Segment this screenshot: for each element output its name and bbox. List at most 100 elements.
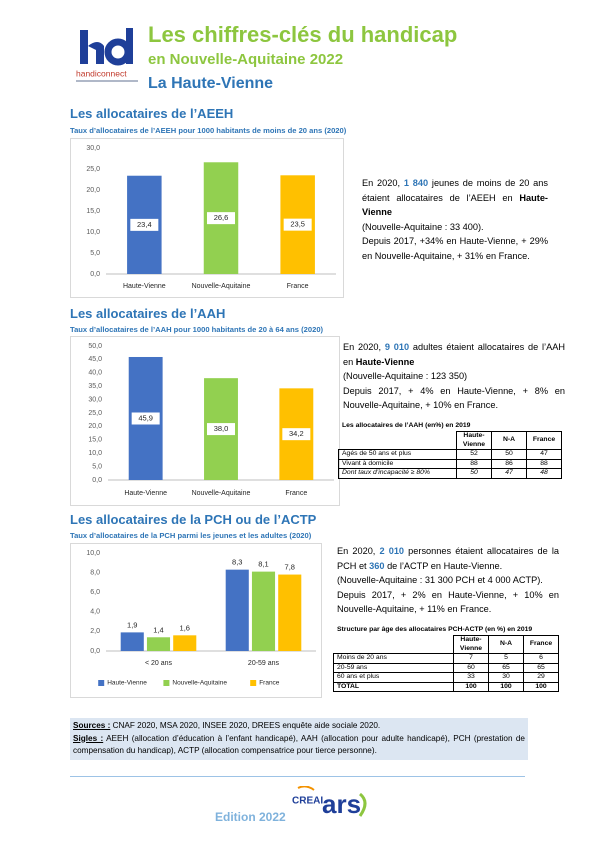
value-label: 34,2 <box>289 429 304 438</box>
table-cell: 100 <box>523 681 559 692</box>
table-cell: 48 <box>526 468 562 479</box>
legend-label: Haute-Vienne <box>107 680 147 687</box>
logo-ars: ars <box>322 789 361 819</box>
chart: 0,0 5,0 10,0 15,0 20,0 25,0 30,0 35,0 40,0 45,0 50… <box>70 336 340 506</box>
y-tick-label: 8,0 <box>90 569 100 576</box>
table-row: 60 ans et plus 33 30 29 <box>333 672 559 683</box>
column-header: Haute-Vienne <box>456 431 492 450</box>
y-tick-label: 4,0 <box>90 609 100 616</box>
column-header: N-A <box>488 635 524 654</box>
y-tick-label: 2,0 <box>90 628 100 635</box>
table-cell: 47 <box>491 468 527 479</box>
text: de l’ACTP en Haute-Vienne. <box>384 560 503 571</box>
page-subtitle: en Nouvelle-Aquitaine 2022 <box>148 51 344 68</box>
chart-title: Taux d’allocataires de la PCH parmi les … <box>70 531 312 540</box>
value-label-box <box>207 423 235 436</box>
table-header-row: Haute-Vienne N-A France <box>334 635 559 654</box>
row-label: Vivant à domicile <box>338 458 457 469</box>
figure: 9 010 <box>384 342 410 352</box>
logo-shape <box>358 792 367 817</box>
table-cell: 88 <box>526 458 562 469</box>
y-tick-label: 5,0 <box>92 463 102 470</box>
bar <box>120 632 144 651</box>
paragraph: En 2020, 2 010 personnes étaient allocat… <box>337 544 559 617</box>
column-header: N-A <box>491 431 527 450</box>
x-tick-label: 20-59 ans <box>248 660 280 667</box>
legend-label: France <box>259 680 280 687</box>
territory: La Haute-Vienne <box>148 75 274 92</box>
row-label: 60 ans et plus <box>333 672 454 683</box>
separator <box>70 776 525 777</box>
x-tick-label: France <box>287 283 309 290</box>
table-row: Moins de 20 ans 7 5 6 <box>333 653 559 664</box>
chart: 0,0 2,0 4,0 6,0 8,0 10,0 < 20 ans 20-59 ans 1,9 8… <box>70 543 322 698</box>
table-cell: 100 <box>453 681 489 692</box>
text: Depuis 2017, + 4% en Haute-Vienne, + 8% … <box>343 385 565 411</box>
section-heading: Les allocataires de la PCH ou de l’ACTP <box>70 512 317 527</box>
column-header: France <box>526 431 562 450</box>
x-tick-label: Haute-Vienne <box>123 283 166 290</box>
y-tick-label: 40,0 <box>88 370 102 377</box>
footer-notes: Sources : CNAF 2020, MSA 2020, INSEE 202… <box>70 718 528 760</box>
text: En 2020, <box>343 342 385 352</box>
value-label: 45,9 <box>138 413 153 422</box>
text: personnes étaient allocataires de la PCH… <box>337 546 559 571</box>
y-tick-label: 25,0 <box>88 410 102 417</box>
y-tick-label: 5,0 <box>90 250 100 257</box>
section-heading: Les allocataires de l’AAH <box>70 306 226 321</box>
text: Depuis 2017, + 2% en Haute-Vienne, + 10%… <box>337 589 559 615</box>
legend-swatch <box>98 680 105 686</box>
table-cell: 52 <box>456 449 492 460</box>
edition: Edition 2022 <box>215 810 286 824</box>
value-label: 1,4 <box>153 625 163 634</box>
table-row: 20-59 ans 60 65 65 <box>333 662 559 673</box>
logo-shape <box>104 38 132 66</box>
bar <box>173 635 197 651</box>
y-tick-label: 0,0 <box>90 648 100 655</box>
value-label: 23,5 <box>290 220 305 229</box>
x-tick-label: Nouvelle-Aquitaine <box>192 283 251 290</box>
label: Sigles : <box>73 733 104 743</box>
logo-creai: CREAI <box>292 796 323 807</box>
y-tick-label: 15,0 <box>88 437 102 444</box>
value-label-box <box>283 218 312 231</box>
bar <box>278 574 302 651</box>
table-cell: 6 <box>523 653 559 664</box>
paragraph: En 2020, 1 840 jeunes de moins de 20 ans… <box>362 176 548 263</box>
logos: CREAI ars <box>292 786 367 819</box>
legend-label: Nouvelle-Aquitaine <box>172 680 227 687</box>
text: Depuis 2017, +34% en Haute-Vienne, + 29%… <box>362 236 548 261</box>
label: Sources : <box>73 721 111 730</box>
y-tick-label: 45,0 <box>88 356 102 363</box>
value-label: 23,4 <box>137 220 152 229</box>
table-cell: 88 <box>456 458 492 469</box>
paragraph: En 2020, 9 010 adultes étaient allocatai… <box>343 340 565 413</box>
value-label: 8,1 <box>258 560 268 569</box>
bar <box>251 571 276 651</box>
page-title: Les chiffres-clés du handicap <box>148 22 458 47</box>
chart-title: Taux d’allocataires de l’AEEH pour 1000 … <box>70 126 347 135</box>
table-cell: 65 <box>488 662 524 673</box>
section-heading: Les allocataires de l’AEEH <box>70 106 234 121</box>
value-label: 38,0 <box>214 424 229 433</box>
table-cell: 33 <box>453 672 489 683</box>
sigles: Sigles : AEEH (allocation d’éducation à … <box>73 733 525 758</box>
text: En 2020, <box>337 546 380 556</box>
row-label: 20-59 ans <box>333 662 454 673</box>
table-cell: 86 <box>491 458 527 469</box>
figure: 360 <box>369 560 385 571</box>
y-tick-label: 20,0 <box>86 187 100 194</box>
row-label: Dont taux d’incapacité ≥ 80% <box>338 468 457 479</box>
table: Haute-Vienne N-A France Agés de 50 ans et p… <box>338 431 562 479</box>
y-tick-label: 25,0 <box>86 166 100 173</box>
y-tick-label: 20,0 <box>88 423 102 430</box>
y-tick-label: 10,0 <box>86 550 100 557</box>
table-header-row: Haute-Vienne N-A France <box>339 431 562 450</box>
value-label: 7,8 <box>285 563 295 572</box>
table-cell: 50 <box>491 449 527 460</box>
logo-shape <box>88 42 104 64</box>
text: (Nouvelle-Aquitaine : 33 400). <box>362 221 484 232</box>
chart-title: Taux d’allocataires de l’AAH pour 1000 h… <box>70 325 324 334</box>
table-cell: 30 <box>488 672 524 683</box>
